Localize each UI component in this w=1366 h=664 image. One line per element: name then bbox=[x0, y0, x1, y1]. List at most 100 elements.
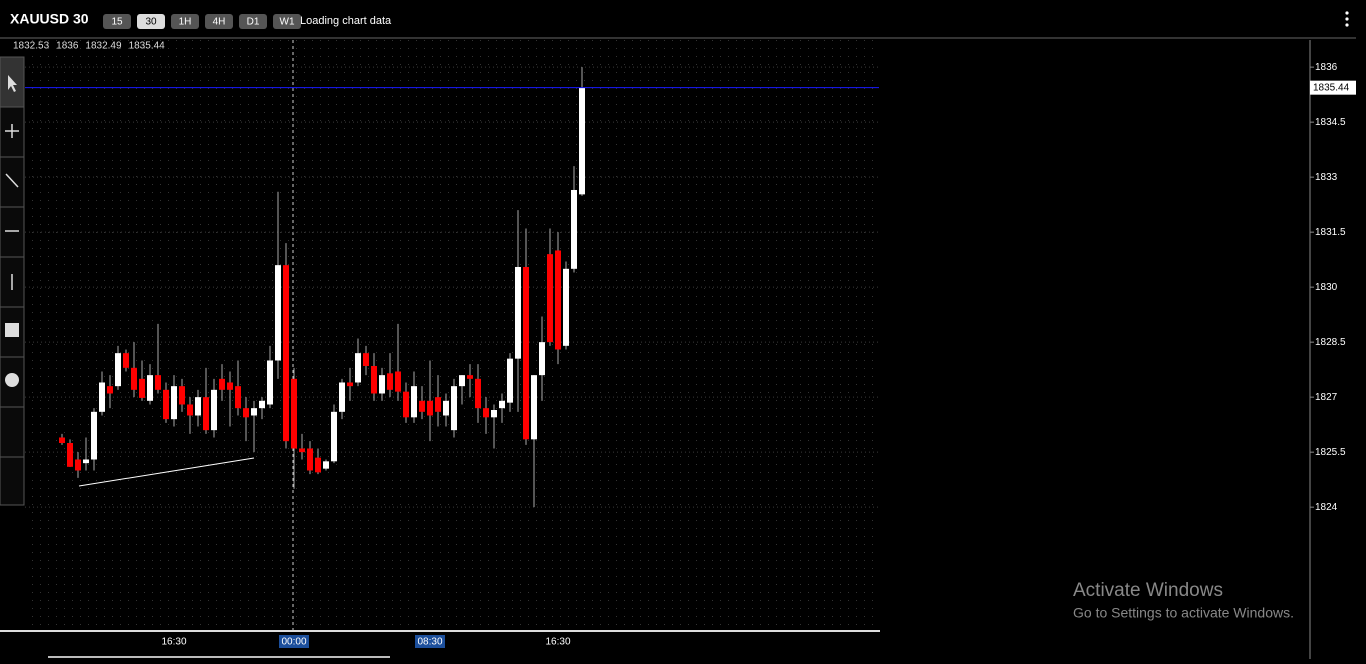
candle-body bbox=[67, 442, 73, 467]
timeframe-label[interactable]: 30 bbox=[145, 17, 157, 28]
candle-body bbox=[563, 268, 569, 346]
y-tick-label: 1828.5 bbox=[1315, 337, 1346, 348]
last-price-label: 1835.44 bbox=[1313, 82, 1350, 93]
candle-body bbox=[555, 250, 561, 350]
candle-body bbox=[539, 342, 545, 376]
y-tick-label: 1836 bbox=[1315, 62, 1338, 73]
x-label-highlight bbox=[415, 635, 445, 648]
candle-body bbox=[203, 397, 209, 431]
y-tick-label: 1830 bbox=[1315, 282, 1338, 293]
candle-body bbox=[139, 378, 145, 398]
timeframe-label[interactable]: 1H bbox=[179, 17, 192, 28]
timeframe-button[interactable] bbox=[137, 14, 165, 29]
candle-body bbox=[267, 360, 273, 405]
timeframe-label[interactable]: D1 bbox=[247, 17, 260, 28]
candle-body bbox=[227, 382, 233, 390]
candle-body bbox=[387, 373, 393, 390]
plot-background bbox=[25, 40, 879, 630]
candle-body bbox=[579, 87, 585, 195]
x-tick-label: 16:30 bbox=[161, 637, 186, 648]
candle-body bbox=[355, 353, 361, 383]
candle-body bbox=[235, 386, 241, 409]
candle-body bbox=[323, 461, 329, 469]
candle-body bbox=[171, 386, 177, 420]
candle-body bbox=[99, 382, 105, 412]
candle-body bbox=[331, 411, 337, 462]
candle-body bbox=[363, 353, 369, 366]
candle-body bbox=[531, 375, 537, 440]
candle-body bbox=[83, 459, 89, 464]
candle-body bbox=[475, 378, 481, 409]
candle-body bbox=[299, 448, 305, 453]
candle-body bbox=[483, 408, 489, 418]
timeframe-button[interactable] bbox=[171, 14, 199, 29]
candle-body bbox=[211, 389, 217, 431]
candle-body bbox=[451, 386, 457, 431]
status-text: Loading chart data bbox=[300, 15, 392, 27]
candle-body bbox=[419, 400, 425, 412]
candle-body bbox=[339, 382, 345, 412]
candle-body bbox=[259, 400, 265, 409]
candle-body bbox=[347, 382, 353, 387]
x-tick-label: 00:00 bbox=[281, 637, 306, 648]
candle-body bbox=[251, 408, 257, 416]
x-tick-label: 16:30 bbox=[545, 637, 570, 648]
candle-body bbox=[395, 371, 401, 392]
candle-body bbox=[467, 375, 473, 379]
candle-body bbox=[115, 353, 121, 387]
candle-body bbox=[163, 389, 169, 420]
menu-button[interactable] bbox=[1345, 11, 1349, 27]
candle-body bbox=[155, 375, 161, 390]
timeframe-label[interactable]: 4H bbox=[213, 17, 226, 28]
candle-body bbox=[59, 437, 65, 443]
tool-trendline[interactable] bbox=[0, 156, 25, 208]
candle-body bbox=[523, 266, 529, 440]
candle-body bbox=[307, 448, 313, 471]
candle-body bbox=[547, 254, 553, 343]
candle-body bbox=[491, 409, 497, 418]
tool-empty[interactable] bbox=[0, 406, 25, 458]
candle-body bbox=[315, 457, 321, 473]
candle-body bbox=[403, 391, 409, 418]
y-tick-label: 1834.5 bbox=[1315, 117, 1346, 128]
candle-body bbox=[507, 358, 513, 403]
timeframe-button[interactable] bbox=[273, 14, 301, 29]
ohlc-value: 1832.53 bbox=[13, 41, 50, 52]
watermark-subtitle: Go to Settings to activate Windows. bbox=[1073, 605, 1294, 621]
candle-body bbox=[499, 400, 505, 409]
y-tick-label: 1833 bbox=[1315, 172, 1338, 183]
candle-body bbox=[91, 411, 97, 460]
ohlc-value: 1836 bbox=[56, 41, 79, 52]
timeframe-button[interactable] bbox=[239, 14, 267, 29]
symbol-title: XAUUSD 30 bbox=[10, 11, 89, 27]
timeframe-label[interactable]: W1 bbox=[280, 17, 295, 28]
candle-body bbox=[515, 266, 521, 359]
candle-body bbox=[275, 265, 281, 361]
trend-line-drawing[interactable] bbox=[78, 457, 255, 487]
tool-hline[interactable] bbox=[0, 206, 25, 258]
candle-body bbox=[179, 386, 185, 405]
tool-icons bbox=[5, 75, 19, 387]
y-tick-label: 1831.5 bbox=[1315, 227, 1346, 238]
timeframe-button[interactable] bbox=[205, 14, 233, 29]
candle-body bbox=[107, 386, 113, 394]
candle-body bbox=[219, 378, 225, 390]
candle-body bbox=[243, 408, 249, 418]
candle-body bbox=[187, 404, 193, 416]
timeframe-label[interactable]: 15 bbox=[111, 17, 123, 28]
timeframe-button[interactable] bbox=[103, 14, 131, 29]
candle-body bbox=[195, 397, 201, 416]
candle-body bbox=[371, 365, 377, 394]
candle-body bbox=[379, 375, 385, 394]
candle-body bbox=[571, 189, 577, 269]
watermark-title: Activate Windows bbox=[1073, 580, 1223, 601]
x-label-highlight bbox=[279, 635, 309, 648]
candle-body bbox=[435, 397, 441, 412]
y-tick-label: 1827 bbox=[1315, 392, 1338, 403]
candle-body bbox=[411, 386, 417, 418]
candle-body bbox=[123, 353, 129, 368]
tool-empty[interactable] bbox=[0, 456, 25, 506]
candle-body bbox=[459, 375, 465, 387]
candle-body bbox=[283, 265, 289, 442]
